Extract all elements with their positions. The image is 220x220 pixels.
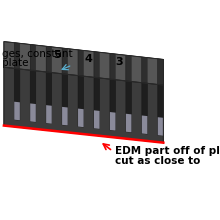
Text: 5: 5 — [53, 50, 60, 60]
Polygon shape — [158, 84, 163, 136]
Text: 4: 4 — [84, 54, 92, 64]
Text: cut as close to: cut as close to — [115, 156, 200, 166]
Polygon shape — [84, 51, 94, 77]
Polygon shape — [126, 55, 131, 82]
Polygon shape — [30, 44, 36, 71]
Polygon shape — [131, 56, 142, 83]
Polygon shape — [158, 59, 163, 85]
Polygon shape — [14, 68, 20, 120]
Polygon shape — [68, 49, 78, 75]
Polygon shape — [142, 57, 147, 83]
Polygon shape — [142, 83, 147, 134]
Polygon shape — [110, 112, 116, 131]
Polygon shape — [78, 75, 84, 127]
Polygon shape — [110, 53, 116, 80]
Polygon shape — [36, 45, 46, 72]
Polygon shape — [94, 77, 100, 129]
Polygon shape — [62, 74, 68, 125]
Polygon shape — [94, 52, 100, 78]
Polygon shape — [100, 52, 110, 79]
Polygon shape — [78, 109, 84, 127]
Polygon shape — [14, 43, 20, 69]
Polygon shape — [30, 70, 36, 122]
Polygon shape — [52, 47, 62, 74]
Polygon shape — [142, 116, 147, 134]
Polygon shape — [4, 42, 163, 85]
Text: EDM part off of pl: EDM part off of pl — [115, 146, 220, 156]
Polygon shape — [126, 81, 131, 132]
Polygon shape — [46, 105, 52, 124]
Text: 3: 3 — [115, 57, 123, 67]
Polygon shape — [116, 54, 126, 81]
Text: ges, constant: ges, constant — [2, 49, 72, 59]
Polygon shape — [46, 46, 52, 73]
Polygon shape — [46, 72, 52, 124]
Polygon shape — [14, 102, 20, 120]
Polygon shape — [30, 103, 36, 122]
Text: plate: plate — [2, 58, 28, 68]
Polygon shape — [62, 48, 68, 74]
Polygon shape — [78, 50, 84, 76]
Polygon shape — [20, 43, 30, 70]
Polygon shape — [147, 58, 158, 84]
Polygon shape — [62, 107, 68, 125]
Polygon shape — [4, 67, 163, 143]
Polygon shape — [94, 110, 100, 129]
Polygon shape — [126, 114, 131, 132]
Polygon shape — [110, 79, 116, 131]
Polygon shape — [158, 117, 163, 136]
